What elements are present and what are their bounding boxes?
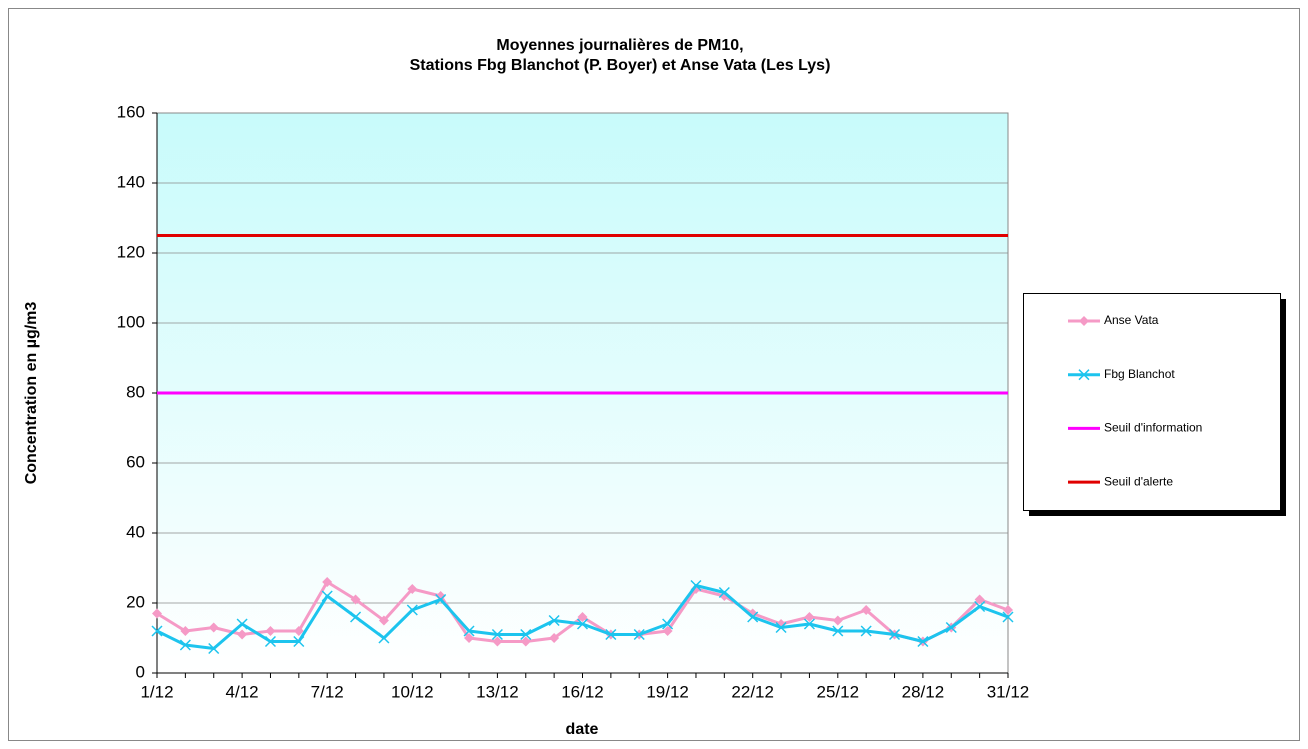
y-tick-label: 80 [126, 382, 145, 401]
y-tick-label: 100 [117, 312, 145, 331]
chart-title: Stations Fbg Blanchot (P. Boyer) et Anse… [410, 57, 831, 74]
marker [832, 615, 843, 626]
x-tick-label: 28/12 [902, 682, 945, 701]
marker [435, 591, 446, 601]
marker [1002, 611, 1014, 623]
marker [407, 584, 418, 594]
marker [435, 593, 447, 606]
y-tick-label: 140 [117, 172, 145, 191]
marker [974, 594, 985, 605]
legend-label: Anse Vata [1104, 313, 1159, 327]
marker [322, 577, 333, 587]
marker [378, 615, 389, 626]
marker [690, 579, 702, 592]
marker [406, 604, 418, 616]
y-tick-label: 0 [136, 662, 145, 681]
marker [974, 600, 986, 613]
x-tick-label: 4/12 [226, 682, 259, 701]
x-tick-label: 31/12 [987, 682, 1030, 701]
marker [152, 608, 162, 619]
marker [662, 618, 674, 630]
marker [1078, 369, 1090, 381]
marker [1003, 605, 1013, 615]
marker [180, 626, 191, 636]
legend-label: Fbg Blanchot [1104, 367, 1175, 381]
marker [264, 635, 276, 648]
y-axis-label: Concentration en µg/m3 [23, 302, 40, 485]
marker [378, 632, 390, 644]
x-tick-label: 22/12 [731, 682, 774, 701]
x-tick-label: 19/12 [646, 682, 689, 701]
marker [605, 628, 617, 641]
marker [208, 642, 220, 655]
legend [1023, 293, 1281, 511]
marker [945, 621, 957, 634]
marker [350, 611, 362, 623]
marker [463, 625, 475, 637]
marker [804, 612, 815, 622]
marker [179, 639, 191, 651]
y-tick-label: 60 [126, 452, 145, 471]
y-tick-label: 40 [126, 522, 145, 541]
marker [633, 628, 645, 641]
marker [803, 618, 815, 630]
marker [321, 590, 333, 602]
x-tick-label: 25/12 [817, 682, 860, 701]
marker [208, 622, 219, 633]
marker [492, 636, 503, 647]
marker [889, 628, 901, 641]
marker [747, 611, 759, 623]
x-tick-label: 7/12 [311, 682, 344, 701]
marker [576, 618, 589, 630]
marker [577, 612, 588, 622]
x-tick-label: 16/12 [561, 682, 604, 701]
legend-label: Seuil d'alerte [1104, 474, 1173, 488]
marker [350, 594, 361, 605]
x-axis-label: date [566, 721, 599, 738]
marker [548, 614, 560, 627]
marker [265, 626, 276, 636]
marker [520, 628, 532, 641]
marker [718, 586, 730, 599]
x-tick-label: 10/12 [391, 682, 434, 701]
legend-label: Seuil d'information [1104, 421, 1202, 435]
x-tick-label: 1/12 [140, 682, 173, 701]
marker [293, 626, 304, 636]
x-tick-label: 13/12 [476, 682, 519, 701]
marker [662, 626, 673, 636]
marker [917, 635, 929, 648]
marker [861, 605, 872, 615]
y-tick-label: 20 [126, 592, 145, 611]
marker [860, 625, 872, 637]
marker [1079, 316, 1089, 326]
marker [293, 635, 305, 648]
y-tick-label: 120 [117, 242, 145, 261]
marker [237, 629, 248, 640]
marker [151, 625, 163, 637]
chart-title: Moyennes journalières de PM10, [496, 37, 743, 54]
marker [775, 621, 787, 634]
marker [491, 628, 503, 641]
y-tick-label: 160 [117, 102, 145, 121]
marker [832, 625, 844, 637]
marker [520, 636, 531, 647]
marker [236, 618, 248, 630]
marker [464, 633, 475, 643]
marker [549, 633, 560, 643]
